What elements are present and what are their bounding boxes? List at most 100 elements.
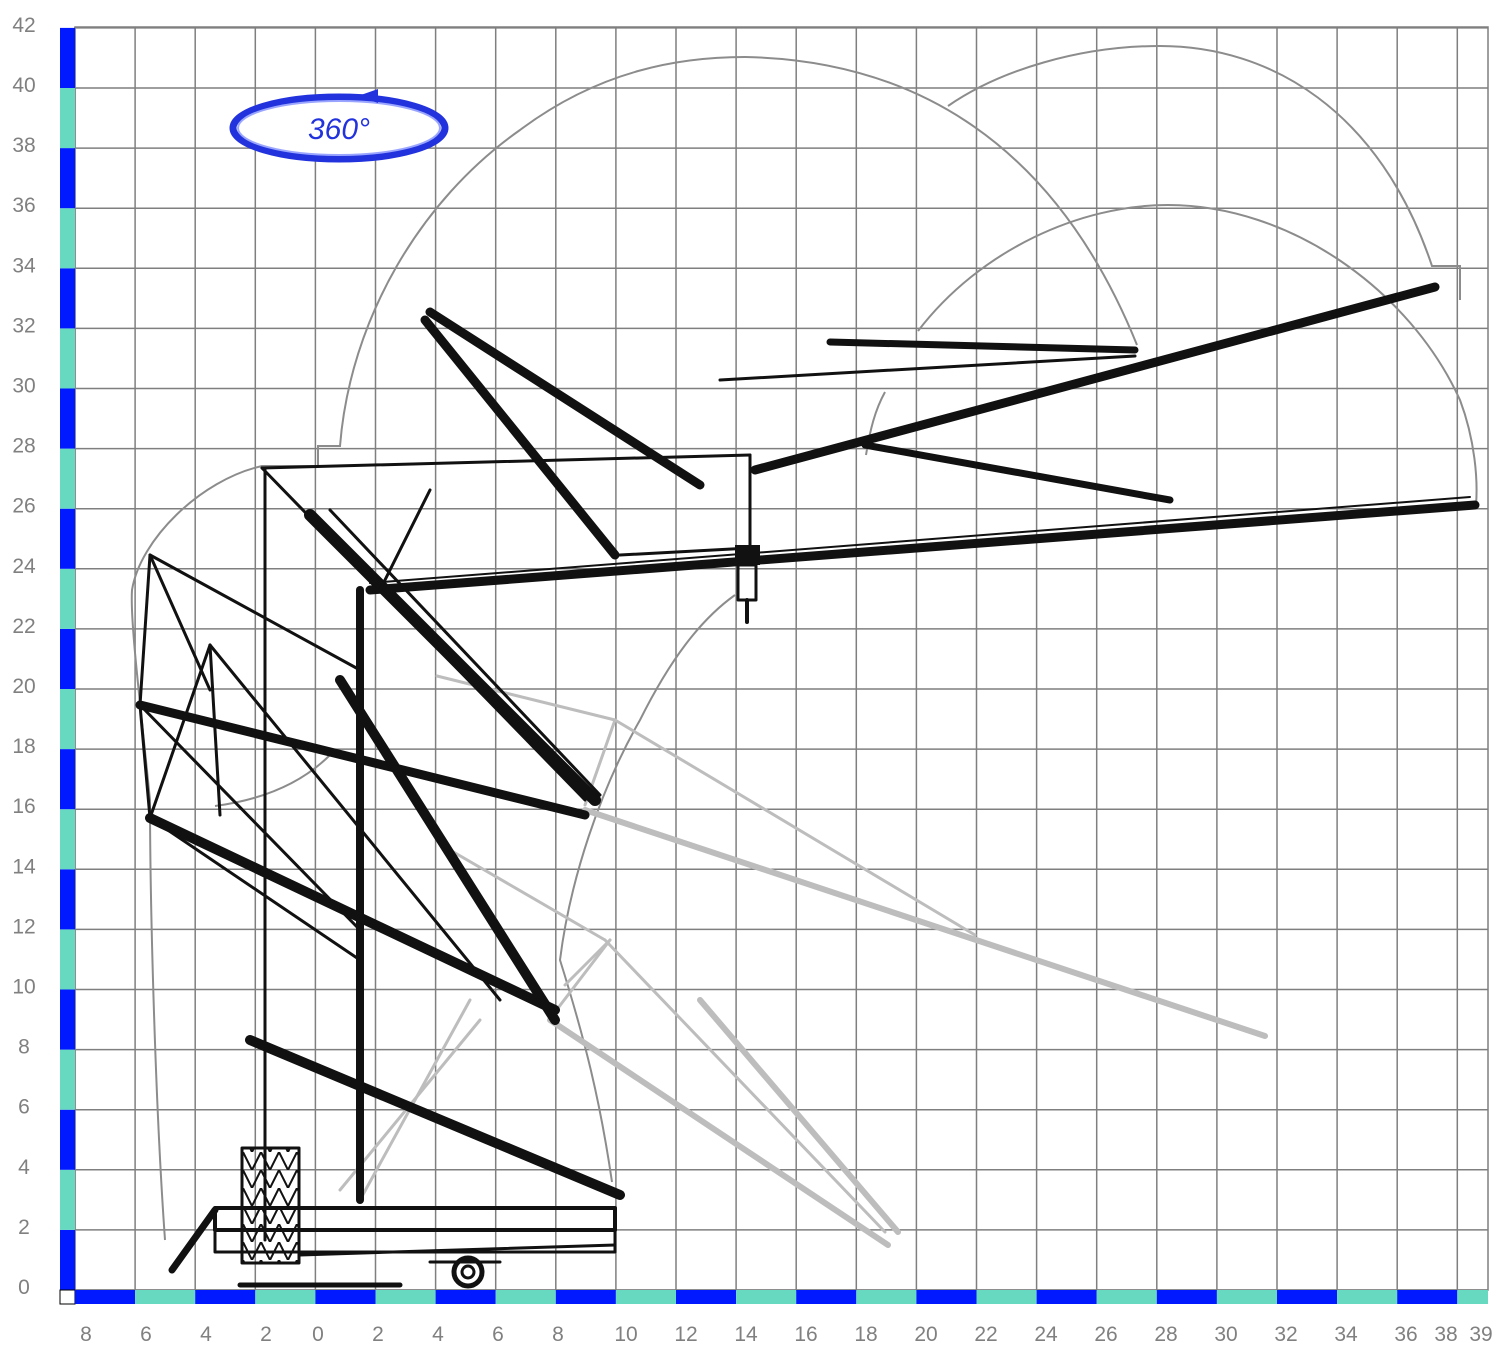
y-axis-bar-segment [60, 388, 75, 449]
x-tick-label: 2 [260, 1323, 272, 1346]
grid [74, 26, 1489, 1291]
y-axis-bar-segment [60, 689, 75, 750]
x-tick-label: 0 [312, 1323, 324, 1346]
x-tick-label: 38 [1434, 1323, 1457, 1346]
x-axis-bar-segment [1096, 1290, 1157, 1304]
y-axis-bar-segment [60, 328, 75, 389]
y-axis-bar-segment [60, 1049, 75, 1110]
y-tick-label: 0 [18, 1276, 30, 1299]
x-tick-label: 12 [674, 1323, 697, 1346]
y-tick-label: 30 [12, 375, 35, 398]
x-axis-bar-segment [736, 1290, 797, 1304]
y-tick-label: 8 [18, 1036, 30, 1059]
x-axis-bar-segment [1156, 1290, 1217, 1304]
x-tick-label: 2 [372, 1323, 384, 1346]
y-tick-label: 38 [12, 134, 35, 157]
y-axis-bar-segment [60, 268, 75, 329]
x-tick-label: 6 [140, 1323, 152, 1346]
x-tick-label: 14 [734, 1323, 758, 1346]
envelope-left-curve [130, 55, 1138, 1241]
y-axis-bar-segment [60, 869, 75, 930]
x-axis-bar-segment [1036, 1290, 1097, 1304]
x-tick-label: 8 [552, 1323, 564, 1346]
envelope-right-arc-2 [917, 203, 1478, 506]
x-axis-bar-segment [195, 1290, 256, 1304]
axis-color-bars [59, 27, 1488, 1305]
x-tick-label: 18 [854, 1323, 877, 1346]
y-tick-label: 42 [12, 14, 35, 37]
x-axis-bar-segment [135, 1290, 196, 1304]
x-tick-label: 22 [974, 1323, 997, 1346]
x-axis-bar-segment [495, 1290, 556, 1304]
y-axis-bar-segment [60, 88, 75, 149]
y-tick-label: 2 [18, 1216, 30, 1239]
y-axis-bar-segment [60, 208, 75, 269]
y-tick-label: 4 [18, 1156, 30, 1179]
y-tick-label: 16 [12, 795, 35, 818]
envelope-inner-arc [214, 754, 331, 807]
x-axis-bar-segment [1457, 1290, 1488, 1304]
x-tick-label: 10 [614, 1323, 637, 1346]
x-axis-bar-segment [1337, 1290, 1398, 1304]
y-tick-label: 26 [12, 495, 35, 518]
grid-border [74, 26, 1489, 1291]
x-tick-label: 6 [492, 1323, 504, 1346]
x-tick-label: 4 [432, 1323, 444, 1346]
y-axis-bar-segment [60, 628, 75, 689]
x-axis-bar-segment [555, 1290, 616, 1304]
y-tick-label: 18 [12, 735, 35, 758]
x-axis-bar-segment [1277, 1290, 1338, 1304]
x-axis-bar-segment [255, 1290, 316, 1304]
y-tick-label: 36 [12, 194, 35, 217]
y-tick-label: 22 [12, 615, 35, 638]
y-tick-label: 28 [12, 435, 35, 458]
axis-origin-box [59, 1289, 76, 1305]
x-axis-bar-segment [375, 1290, 436, 1304]
y-axis-bar-segment [60, 448, 75, 509]
x-tick-label: 36 [1394, 1323, 1417, 1346]
y-axis-bar-segment [60, 148, 75, 209]
x-axis-bar-segment [1216, 1290, 1277, 1304]
rotation-badge-label: 360° [308, 113, 370, 146]
x-axis-bar-segment [676, 1290, 737, 1304]
y-axis-bar-segment [60, 1109, 75, 1170]
x-tick-label: 39 [1469, 1323, 1492, 1346]
envelope-right-arc-1 [947, 44, 1461, 300]
y-axis-bar-segment [60, 1229, 75, 1290]
y-tick-label: 40 [12, 74, 35, 97]
y-tick-label: 14 [12, 855, 36, 878]
x-axis-tick-labels: 8 6 4 2 0 2 4 6 8 10 12 14 16 18 20 22 24 26 28 30 32 34 36 38 3… [80, 1323, 1493, 1346]
working-range-envelope [130, 44, 1478, 1241]
x-tick-label: 32 [1274, 1323, 1297, 1346]
y-tick-label: 20 [12, 675, 35, 698]
y-axis-bar-segment [60, 749, 75, 810]
y-tick-label: 24 [12, 555, 36, 578]
y-axis-bar-segment [60, 27, 75, 88]
crane-boom-positions [135, 282, 1480, 1289]
y-axis-bar-segment [60, 508, 75, 569]
rotation-badge: 360° [229, 89, 449, 163]
y-axis-bar-segment [60, 989, 75, 1050]
x-axis-bar-segment [796, 1290, 857, 1304]
y-axis-bar-segment [60, 809, 75, 870]
x-tick-label: 16 [794, 1323, 817, 1346]
x-axis-bar-segment [615, 1290, 676, 1304]
y-axis-bar-segment [60, 929, 75, 990]
y-tick-label: 10 [12, 976, 35, 999]
ghost-boom-positions [338, 674, 1268, 1248]
x-tick-label: 24 [1034, 1323, 1058, 1346]
rotation-arrow-icon [358, 89, 378, 103]
x-tick-label: 30 [1214, 1323, 1237, 1346]
x-tick-label: 26 [1094, 1323, 1117, 1346]
x-axis-bar-segment [1397, 1290, 1458, 1304]
x-axis-bar-segment [916, 1290, 977, 1304]
x-axis-bar-segment [856, 1290, 917, 1304]
x-axis-bar-segment [435, 1290, 496, 1304]
x-tick-label: 20 [914, 1323, 937, 1346]
x-axis-bar-segment [315, 1290, 376, 1304]
x-tick-label: 34 [1334, 1323, 1358, 1346]
x-tick-label: 4 [200, 1323, 212, 1346]
y-axis-bar-segment [60, 568, 75, 629]
x-axis-bar-segment [976, 1290, 1037, 1304]
